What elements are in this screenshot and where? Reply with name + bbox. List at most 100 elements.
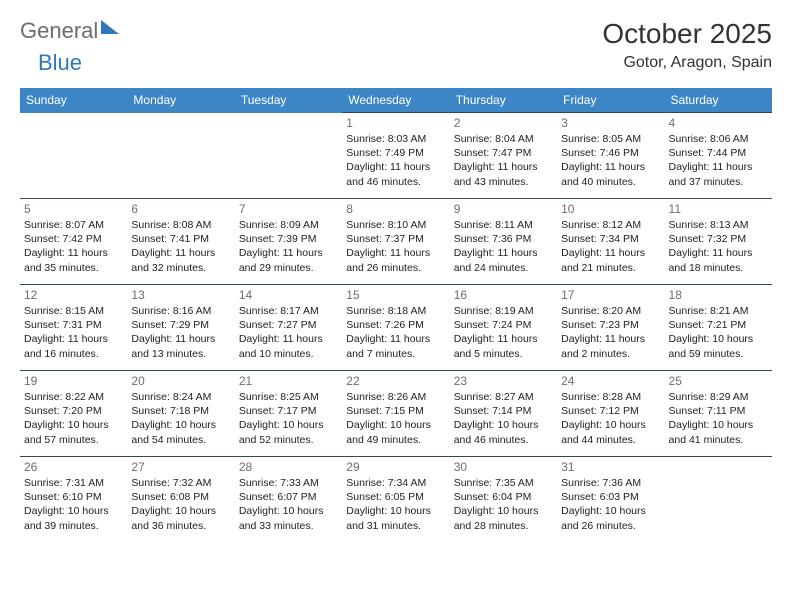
logo-triangle-icon <box>101 20 119 34</box>
day-number: 29 <box>346 460 445 474</box>
day-info: Sunrise: 8:20 AMSunset: 7:23 PMDaylight:… <box>561 304 660 361</box>
page-title: October 2025 <box>602 18 772 50</box>
day-number: 17 <box>561 288 660 302</box>
day-info: Sunrise: 8:17 AMSunset: 7:27 PMDaylight:… <box>239 304 338 361</box>
day-info: Sunrise: 8:08 AMSunset: 7:41 PMDaylight:… <box>131 218 230 275</box>
logo-word1: General <box>20 18 98 44</box>
day-number: 18 <box>669 288 768 302</box>
day-info: Sunrise: 8:10 AMSunset: 7:37 PMDaylight:… <box>346 218 445 275</box>
day-number: 25 <box>669 374 768 388</box>
day-number: 19 <box>24 374 123 388</box>
logo: General <box>20 18 121 44</box>
day-cell: 12 Sunrise: 8:15 AMSunset: 7:31 PMDayligh… <box>20 285 127 371</box>
day-number: 24 <box>561 374 660 388</box>
day-info: Sunrise: 7:32 AMSunset: 6:08 PMDaylight:… <box>131 476 230 533</box>
day-cell: 29Sunrise: 7:34 AMSunset: 6:05 PMDayligh… <box>342 457 449 543</box>
day-info: Sunrise: 8:06 AMSunset: 7:44 PMDaylight:… <box>669 132 768 189</box>
day-info: Sunrise: 7:31 AMSunset: 6:10 PMDaylight:… <box>24 476 123 533</box>
day-cell: 31Sunrise: 7:36 AMSunset: 6:03 PMDayligh… <box>557 457 664 543</box>
day-cell: 7 Sunrise: 8:09 AMSunset: 7:39 PMDaylight… <box>235 199 342 285</box>
empty-cell <box>127 113 234 199</box>
day-number: 12 <box>24 288 123 302</box>
day-number: 13 <box>131 288 230 302</box>
day-number: 6 <box>131 202 230 216</box>
empty-cell <box>665 457 772 543</box>
day-info: Sunrise: 7:33 AMSunset: 6:07 PMDaylight:… <box>239 476 338 533</box>
day-number: 26 <box>24 460 123 474</box>
day-cell: 3 Sunrise: 8:05 AMSunset: 7:46 PMDaylight… <box>557 113 664 199</box>
weekday-header: Saturday <box>665 88 772 113</box>
day-cell: 11 Sunrise: 8:13 AMSunset: 7:32 PMDayligh… <box>665 199 772 285</box>
day-number: 1 <box>346 116 445 130</box>
day-cell: 8Sunrise: 8:10 AMSunset: 7:37 PMDaylight… <box>342 199 449 285</box>
day-number: 31 <box>561 460 660 474</box>
day-cell: 2 Sunrise: 8:04 AMSunset: 7:47 PMDaylight… <box>450 113 557 199</box>
day-cell: 18 Sunrise: 8:21 AMSunset: 7:21 PMDayligh… <box>665 285 772 371</box>
weekday-header: Monday <box>127 88 234 113</box>
day-info: Sunrise: 8:13 AMSunset: 7:32 PMDaylight:… <box>669 218 768 275</box>
day-number: 28 <box>239 460 338 474</box>
day-cell: 17 Sunrise: 8:20 AMSunset: 7:23 PMDayligh… <box>557 285 664 371</box>
day-cell: 9 Sunrise: 8:11 AMSunset: 7:36 PMDaylight… <box>450 199 557 285</box>
day-info: Sunrise: 8:29 AMSunset: 7:11 PMDaylight:… <box>669 390 768 447</box>
calendar-table: SundayMondayTuesdayWednesdayThursdayFrid… <box>20 88 772 543</box>
logo-word2: Blue <box>38 50 82 75</box>
empty-cell <box>20 113 127 199</box>
day-info: Sunrise: 8:03 AMSunset: 7:49 PMDaylight:… <box>346 132 445 189</box>
day-cell: 14 Sunrise: 8:17 AMSunset: 7:27 PMDayligh… <box>235 285 342 371</box>
day-cell: 13 Sunrise: 8:16 AMSunset: 7:29 PMDayligh… <box>127 285 234 371</box>
day-cell: 28 Sunrise: 7:33 AMSunset: 6:07 PMDayligh… <box>235 457 342 543</box>
day-cell: 6 Sunrise: 8:08 AMSunset: 7:41 PMDaylight… <box>127 199 234 285</box>
day-cell: 27 Sunrise: 7:32 AMSunset: 6:08 PMDayligh… <box>127 457 234 543</box>
day-info: Sunrise: 8:21 AMSunset: 7:21 PMDaylight:… <box>669 304 768 361</box>
day-cell: 1 Sunrise: 8:03 AMSunset: 7:49 PMDaylight… <box>342 113 449 199</box>
day-number: 9 <box>454 202 553 216</box>
day-info: Sunrise: 8:28 AMSunset: 7:12 PMDaylight:… <box>561 390 660 447</box>
day-number: 15 <box>346 288 445 302</box>
day-info: Sunrise: 8:25 AMSunset: 7:17 PMDaylight:… <box>239 390 338 447</box>
day-cell: 26 Sunrise: 7:31 AMSunset: 6:10 PMDayligh… <box>20 457 127 543</box>
day-number: 14 <box>239 288 338 302</box>
day-cell: 24 Sunrise: 8:28 AMSunset: 7:12 PMDayligh… <box>557 371 664 457</box>
day-cell: 5Sunrise: 8:07 AMSunset: 7:42 PMDaylight… <box>20 199 127 285</box>
day-cell: 30Sunrise: 7:35 AMSunset: 6:04 PMDayligh… <box>450 457 557 543</box>
day-number: 2 <box>454 116 553 130</box>
day-number: 27 <box>131 460 230 474</box>
day-cell: 20 Sunrise: 8:24 AMSunset: 7:18 PMDayligh… <box>127 371 234 457</box>
day-info: Sunrise: 8:09 AMSunset: 7:39 PMDaylight:… <box>239 218 338 275</box>
day-cell: 16 Sunrise: 8:19 AMSunset: 7:24 PMDayligh… <box>450 285 557 371</box>
empty-cell <box>235 113 342 199</box>
day-info: Sunrise: 8:16 AMSunset: 7:29 PMDaylight:… <box>131 304 230 361</box>
day-info: Sunrise: 8:26 AMSunset: 7:15 PMDaylight:… <box>346 390 445 447</box>
day-number: 30 <box>454 460 553 474</box>
day-number: 16 <box>454 288 553 302</box>
weekday-header: Sunday <box>20 88 127 113</box>
day-cell: 22Sunrise: 8:26 AMSunset: 7:15 PMDayligh… <box>342 371 449 457</box>
day-info: Sunrise: 8:27 AMSunset: 7:14 PMDaylight:… <box>454 390 553 447</box>
day-number: 23 <box>454 374 553 388</box>
day-info: Sunrise: 8:18 AMSunset: 7:26 PMDaylight:… <box>346 304 445 361</box>
day-info: Sunrise: 8:04 AMSunset: 7:47 PMDaylight:… <box>454 132 553 189</box>
day-number: 10 <box>561 202 660 216</box>
day-info: Sunrise: 8:15 AMSunset: 7:31 PMDaylight:… <box>24 304 123 361</box>
day-number: 3 <box>561 116 660 130</box>
day-info: Sunrise: 8:19 AMSunset: 7:24 PMDaylight:… <box>454 304 553 361</box>
day-cell: 4 Sunrise: 8:06 AMSunset: 7:44 PMDaylight… <box>665 113 772 199</box>
day-info: Sunrise: 8:07 AMSunset: 7:42 PMDaylight:… <box>24 218 123 275</box>
weekday-header-row: SundayMondayTuesdayWednesdayThursdayFrid… <box>20 88 772 113</box>
day-info: Sunrise: 8:11 AMSunset: 7:36 PMDaylight:… <box>454 218 553 275</box>
day-number: 4 <box>669 116 768 130</box>
day-info: Sunrise: 8:22 AMSunset: 7:20 PMDaylight:… <box>24 390 123 447</box>
day-info: Sunrise: 8:24 AMSunset: 7:18 PMDaylight:… <box>131 390 230 447</box>
day-cell: 23 Sunrise: 8:27 AMSunset: 7:14 PMDayligh… <box>450 371 557 457</box>
day-cell: 25 Sunrise: 8:29 AMSunset: 7:11 PMDayligh… <box>665 371 772 457</box>
weekday-header: Wednesday <box>342 88 449 113</box>
day-info: Sunrise: 8:05 AMSunset: 7:46 PMDaylight:… <box>561 132 660 189</box>
day-cell: 19 Sunrise: 8:22 AMSunset: 7:20 PMDayligh… <box>20 371 127 457</box>
day-number: 11 <box>669 202 768 216</box>
day-number: 20 <box>131 374 230 388</box>
day-cell: 10Sunrise: 8:12 AMSunset: 7:34 PMDayligh… <box>557 199 664 285</box>
weekday-header: Friday <box>557 88 664 113</box>
day-number: 7 <box>239 202 338 216</box>
weekday-header: Tuesday <box>235 88 342 113</box>
